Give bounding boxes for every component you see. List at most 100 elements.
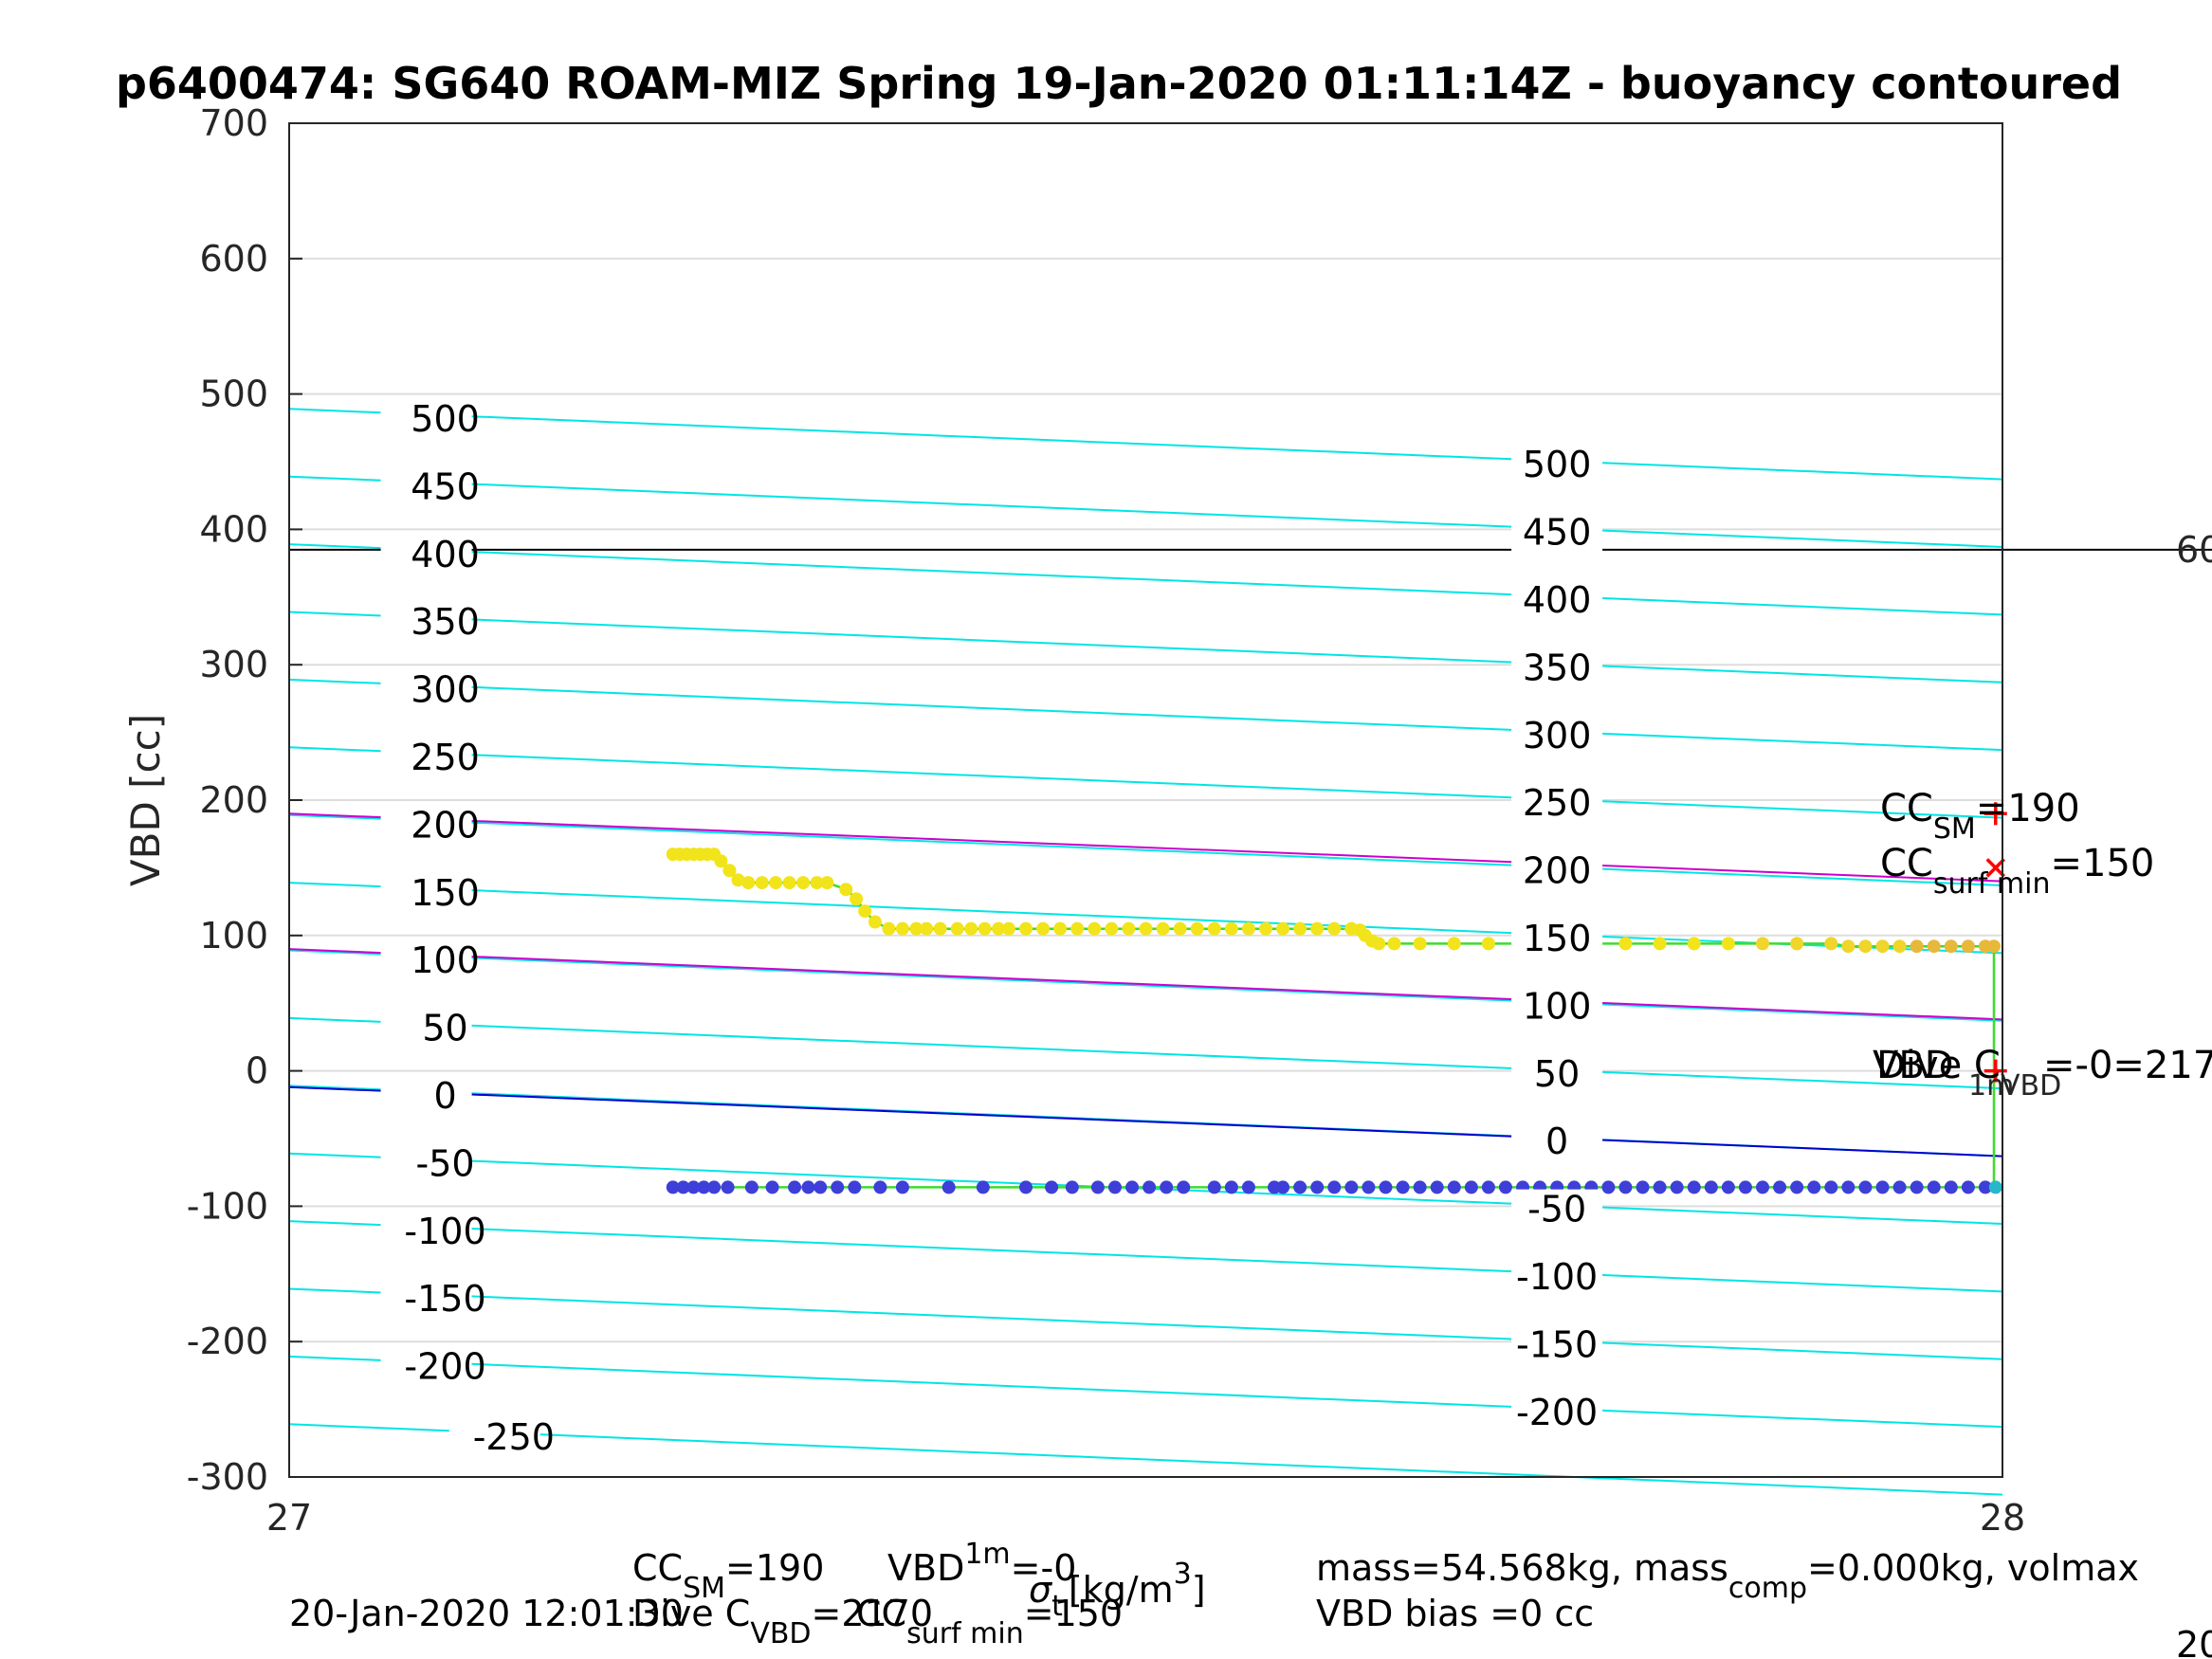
contour-label-bg bbox=[1511, 783, 1603, 826]
data-point bbox=[697, 1180, 711, 1194]
data-point bbox=[1413, 1180, 1427, 1194]
data-point bbox=[820, 876, 834, 890]
data-point bbox=[992, 921, 1006, 936]
contour-label-bg bbox=[380, 940, 472, 983]
contour-label-right: -50 bbox=[1527, 1189, 1586, 1231]
data-point bbox=[848, 1180, 862, 1194]
data-point bbox=[920, 921, 934, 936]
data-point bbox=[1790, 937, 1804, 951]
data-point bbox=[755, 876, 769, 890]
y-ticks: -300 -200 -100 0 100 200 300 400 500 600 700 bbox=[187, 102, 302, 1498]
data-point bbox=[1978, 1180, 1992, 1194]
data-point bbox=[765, 1180, 779, 1194]
contour-label-right: 200 bbox=[1523, 850, 1592, 892]
data-point bbox=[1156, 921, 1170, 936]
contour-label-bg bbox=[1511, 1053, 1603, 1096]
data-point bbox=[941, 1180, 956, 1194]
data-point bbox=[1618, 1180, 1633, 1194]
contour-line bbox=[288, 678, 2003, 752]
data-point bbox=[1276, 921, 1290, 936]
y-tick-label: -300 bbox=[187, 1456, 268, 1498]
contour-line bbox=[288, 543, 2003, 616]
contour-label-bg bbox=[380, 805, 472, 848]
data-point bbox=[1704, 1180, 1718, 1194]
data-point bbox=[1721, 1180, 1735, 1194]
contour-label-bg bbox=[448, 1416, 540, 1459]
contour-line bbox=[288, 882, 2003, 955]
edge-label: 60 bbox=[2176, 529, 2212, 571]
footer-vbd-1m: VBD1m=-0 bbox=[887, 1538, 1076, 1589]
data-point bbox=[1413, 937, 1427, 951]
data-point bbox=[707, 1180, 722, 1194]
y-axis-label: VBD [cc] bbox=[122, 714, 169, 886]
data-point bbox=[873, 1180, 887, 1194]
data-point bbox=[1160, 1180, 1174, 1194]
data-point bbox=[1190, 921, 1204, 936]
reference-lines bbox=[288, 548, 2212, 1158]
data-point bbox=[1636, 1180, 1650, 1194]
data-point bbox=[1065, 1180, 1079, 1194]
data-point bbox=[1721, 937, 1735, 951]
data-point bbox=[1125, 1180, 1140, 1194]
contour-line bbox=[288, 746, 2003, 819]
contour-label-right: 450 bbox=[1523, 512, 1592, 554]
data-point bbox=[1773, 1180, 1787, 1194]
data-point bbox=[1601, 1180, 1616, 1194]
data-point bbox=[1875, 1180, 1890, 1194]
data-point bbox=[1344, 1180, 1359, 1194]
data-point bbox=[1139, 921, 1153, 936]
contour-line bbox=[288, 1287, 2003, 1360]
data-point bbox=[676, 1180, 690, 1194]
data-point bbox=[1988, 1180, 2002, 1194]
contour-label-bg bbox=[1511, 580, 1603, 623]
data-point bbox=[1379, 1180, 1393, 1194]
data-point bbox=[831, 1180, 845, 1194]
data-point bbox=[1481, 1180, 1495, 1194]
contour-label-bg bbox=[1511, 647, 1603, 690]
footer-dive-c: Dive CVBD=2170 bbox=[632, 1593, 933, 1650]
contour-label-bg bbox=[1511, 986, 1603, 1029]
contour-label: 450 bbox=[411, 465, 480, 507]
contour-label-right: 500 bbox=[1523, 444, 1592, 485]
data-point bbox=[1173, 921, 1187, 936]
y-tick-label: 400 bbox=[199, 508, 268, 550]
data-point bbox=[1293, 921, 1307, 936]
data-point bbox=[686, 1180, 701, 1194]
data-point bbox=[1045, 1180, 1059, 1194]
contour-line bbox=[288, 611, 2003, 684]
data-point bbox=[1122, 921, 1136, 936]
footer-vbd-bias: VBD bias =0 cc bbox=[1316, 1593, 1594, 1634]
data-point bbox=[1293, 1180, 1307, 1194]
data-point bbox=[1653, 1180, 1667, 1194]
data-point bbox=[1019, 921, 1033, 936]
contour-label-bg bbox=[1511, 445, 1603, 487]
data-point bbox=[1036, 921, 1051, 936]
data-point bbox=[1687, 937, 1701, 951]
data-point bbox=[1241, 921, 1255, 936]
contour-label-bg bbox=[380, 1346, 472, 1389]
data-point bbox=[1327, 1180, 1342, 1194]
contour-line bbox=[288, 1220, 2003, 1293]
data-point bbox=[1807, 1180, 1821, 1194]
data-point bbox=[722, 864, 737, 878]
data-point bbox=[1396, 1180, 1410, 1194]
chart-title: p6400474: SG640 ROAM-MIZ Spring 19-Jan-2… bbox=[116, 58, 2122, 109]
contour-label-right: 400 bbox=[1523, 579, 1592, 621]
contour-label-right: -200 bbox=[1516, 1392, 1598, 1433]
contour-label: 200 bbox=[411, 804, 480, 846]
data-point bbox=[1310, 1180, 1325, 1194]
data-point bbox=[1177, 1180, 1191, 1194]
data-point bbox=[744, 1180, 759, 1194]
contour-label: 250 bbox=[411, 737, 480, 778]
data-point bbox=[1107, 1180, 1122, 1194]
data-point bbox=[769, 876, 783, 890]
data-point bbox=[1910, 939, 1924, 954]
data-point bbox=[1019, 1180, 1033, 1194]
data-point bbox=[1875, 939, 1890, 954]
contour-label-bg bbox=[1511, 850, 1603, 893]
data-point bbox=[1224, 921, 1238, 936]
data-point bbox=[1207, 921, 1221, 936]
data-point bbox=[1944, 1180, 1958, 1194]
contour-label-right: -150 bbox=[1516, 1323, 1598, 1365]
